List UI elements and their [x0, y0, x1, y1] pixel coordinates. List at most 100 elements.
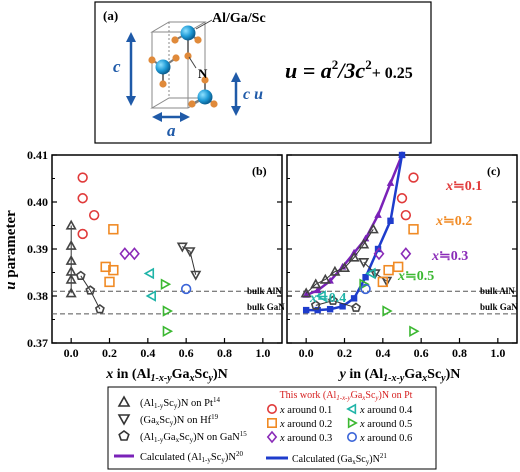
- legend: (Al1-yScy)N on Pt14 (GaxScy)N on Hf19 (Al1…: [107, 386, 437, 470]
- legend-left-label: (GaxScy)N on Hf19: [140, 413, 219, 427]
- y-axis-title: u parameter: [3, 210, 19, 290]
- data-point: [360, 283, 371, 295]
- data-point: [408, 224, 419, 235]
- legend-this-work-title: This work (Al1-x-yGaxScy)N on Pt: [280, 390, 413, 402]
- data-point: [358, 257, 370, 269]
- data-point: [77, 228, 88, 240]
- panel-c-reference-lines: [287, 290, 517, 315]
- a-label: a: [167, 121, 176, 140]
- panel-b-x-axis-title: x in (Al1-x-yGaxScy)N: [105, 367, 228, 384]
- c-label: c: [113, 57, 121, 76]
- x-tick-label: 0.2: [337, 346, 352, 360]
- data-point: [396, 193, 408, 204]
- legend-right-label: x around 0.4: [359, 405, 413, 416]
- eq-mid: = a: [297, 58, 332, 83]
- panel-c-frame: [286, 154, 518, 344]
- legend-calc-gasc: Calculated (GaxScy)N21: [266, 452, 387, 466]
- eq-lhs: u: [285, 58, 297, 83]
- legend-right-label: x around 0.3: [279, 433, 332, 444]
- data-point: [348, 251, 360, 262]
- legend-marker: [118, 430, 130, 441]
- x-tick-label: 0.8: [217, 346, 232, 360]
- data-point: [77, 172, 88, 183]
- panel-a-frame: [94, 1, 432, 144]
- panel-c-x-axis-title: y in (Al1-x-yGaxScy)N: [338, 367, 461, 384]
- data-point: [358, 238, 370, 249]
- annotation-x-value: x≒0.4: [309, 291, 346, 306]
- data-point: [184, 247, 196, 258]
- calculated-point: [387, 217, 394, 224]
- data-point: [88, 209, 100, 221]
- y-tick-label: 0.40: [27, 195, 48, 209]
- eq-sup2: 2: [365, 57, 372, 72]
- calculated-point: [314, 306, 321, 314]
- legend-marker: [266, 403, 277, 414]
- data-point: [400, 209, 412, 221]
- data-point: [65, 287, 77, 298]
- y-tick-label: 0.41: [27, 148, 48, 162]
- x-tick-label: 0.6: [179, 346, 194, 360]
- panel-b-frame: [51, 154, 283, 344]
- data-point: [100, 261, 111, 273]
- panel-c-label: (c): [487, 164, 500, 178]
- calculated-point: [326, 305, 334, 313]
- legend-marker: [117, 414, 131, 426]
- annotation-x-value: x≒0.1: [445, 179, 482, 194]
- data-point: [65, 254, 77, 265]
- panel-b-label: (b): [252, 164, 267, 178]
- data-point: [180, 283, 192, 295]
- data-point: [65, 273, 77, 284]
- calculated-point: [362, 273, 369, 281]
- series-connector: [80, 275, 101, 310]
- calculated-point: [302, 306, 310, 314]
- x-tick-label: 0.0: [64, 346, 79, 360]
- legend-right-label: x around 0.1: [279, 405, 332, 416]
- calculated-point: [386, 179, 395, 186]
- legend-left: (Al1-yScy)N on Pt14 (GaxScy)N on Hf19 (Al1…: [114, 395, 247, 464]
- panel-c-annotations: x≒0.1 x≒0.2 x≒0.3 x≒0.5 x≒0.4: [309, 179, 482, 306]
- n-label: N: [198, 66, 208, 81]
- x-tick-label: 0.4: [375, 346, 390, 360]
- data-point: [85, 285, 96, 295]
- legend-left-label: Calculated (Al1-yScy)N20: [140, 450, 243, 464]
- x-tick-label: 0.2: [102, 346, 117, 360]
- legend-right: x around 0.1 x around 0.4 x around 0.2 x ar…: [266, 403, 413, 444]
- panel-c-bulk-aln-label: bulk AlN: [480, 286, 515, 296]
- n-label-leader: [188, 56, 197, 69]
- legend-calc-gasc-text: Calculated (GaxScy)N21: [292, 452, 387, 466]
- series-connector: [182, 246, 197, 275]
- data-point: [65, 239, 77, 250]
- data-point: [108, 224, 119, 235]
- data-point: [128, 247, 140, 261]
- data-point: [392, 261, 404, 273]
- data-point: [143, 267, 155, 280]
- annotation-x-value: x≒0.2: [435, 214, 472, 229]
- annotation-x-value: x≒0.5: [397, 269, 434, 284]
- legend-marker: [117, 395, 131, 407]
- cu-label: c u: [243, 86, 263, 103]
- data-point: [382, 305, 393, 317]
- data-point: [351, 302, 361, 312]
- x-tick-label: 0.4: [140, 346, 155, 360]
- y-tick-label: 0.37: [27, 336, 48, 350]
- panel-a: (a): [94, 1, 432, 144]
- panel-c-bulk-gan-label: bulk GaN: [480, 302, 518, 312]
- eq-div: /3c: [336, 58, 365, 83]
- x-tick-label: 1.0: [255, 346, 270, 360]
- data-point: [315, 290, 326, 302]
- data-point: [119, 247, 131, 261]
- annotation-x-value: x≒0.3: [431, 249, 468, 264]
- y-tick-label: 0.38: [27, 289, 48, 303]
- data-point: [65, 265, 77, 276]
- data-point: [160, 278, 172, 291]
- legend-left-label: (Al1-yScy)N on Pt14: [140, 396, 220, 410]
- panel-b-marks: [65, 172, 202, 338]
- data-point: [162, 325, 174, 338]
- data-point: [176, 242, 188, 253]
- legend-left-label: (Al1-yGaxScy)N on GaN15: [140, 430, 247, 444]
- x-tick-label: 0.8: [452, 346, 467, 360]
- x-tick-label: 1.0: [490, 346, 505, 360]
- atoms-label: Al/Ga/Sc: [212, 11, 266, 26]
- panel-b-axes: 0.0 0.2 0.4 0.6 0.8 1.0 0.37 0.38 0.39 0.40 0.41: [27, 148, 282, 360]
- cu-arrow: [231, 72, 241, 116]
